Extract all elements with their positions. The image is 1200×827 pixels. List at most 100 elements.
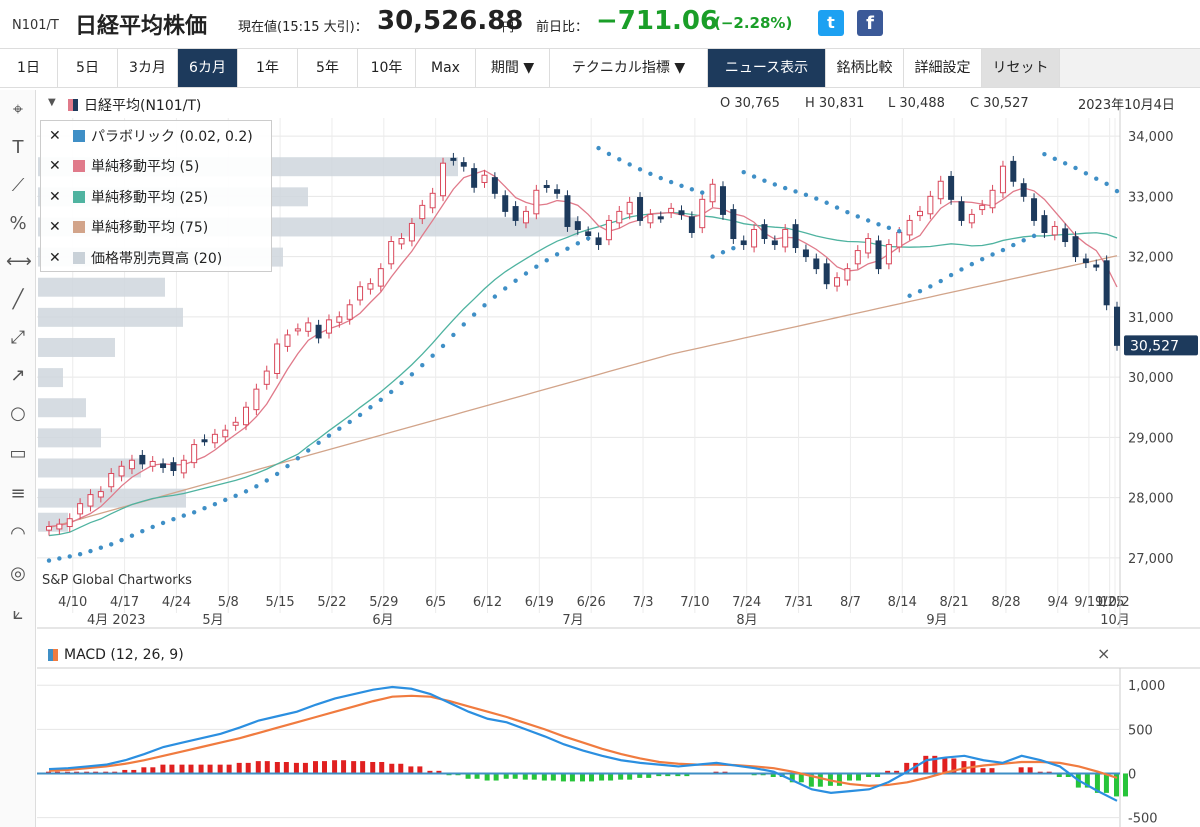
horizontal-line-icon[interactable]: ⟷ [6,251,32,272]
macd-histogram-bar [255,761,261,774]
candle-body [761,224,768,240]
candle-body [740,240,747,246]
range-5y-button[interactable]: 5年 [298,49,358,87]
extended-line-icon[interactable]: ⤢ [10,327,26,348]
macd-histogram-bar [283,762,289,774]
x-tick-label: 6/12 [473,595,502,610]
candle-body [357,286,364,301]
volume-profile-bar [38,337,115,357]
parabolic-dot [295,456,301,461]
change-label: 前日比： [536,20,589,35]
percent-line-icon[interactable]: % [9,213,27,234]
candle-body [160,463,167,468]
x-tick-label: 7/3 [633,595,654,610]
rectangle-icon[interactable]: ▭ [9,443,27,464]
range-5d-button[interactable]: 5日 [58,49,118,87]
line-tool-icon[interactable]: ⟋ [11,175,25,196]
macd-histogram-bar [293,762,299,774]
legend-item-parabolic[interactable]: ✕ パラボリック (0.02, 0.2) [49,128,253,145]
technical-indicators-dropdown[interactable]: テクニカル指標 ▼ [550,49,708,87]
twitter-icon[interactable]: t [818,10,844,36]
parabolic-dot [326,433,332,438]
macd-histogram-bar [817,773,823,787]
candle-body [782,228,789,248]
macd-histogram-bar [675,773,681,777]
range-3m-button[interactable]: 3カ月 [118,49,178,87]
parabolic-dot [772,182,778,187]
candle-body [1093,264,1100,268]
legend-item-sma25[interactable]: ✕ 単純移動平均 (25) [49,189,209,206]
candle-body [865,238,872,254]
parabolic-dot [959,267,964,272]
x-tick-label: 5/29 [369,595,398,610]
parabolic-dot [907,293,912,298]
macd-histogram-bar [302,762,308,774]
news-display-button[interactable]: ニュース表示 [708,49,826,87]
remove-icon[interactable]: ✕ [49,219,61,235]
range-max-button[interactable]: Max [416,49,476,87]
macd-histogram-bar [150,767,156,774]
parabolic-dot [254,484,259,489]
collapse-arrow-icon[interactable]: ▼ [48,97,56,108]
macd-histogram-bar [866,773,872,777]
arc-icon[interactable]: ◠ [10,523,26,544]
candle-body [429,192,436,209]
remove-icon[interactable]: ✕ [49,250,61,266]
sma5-line [48,169,1118,528]
candle-body [1072,236,1079,258]
candle-body [1103,260,1110,306]
close-icon[interactable]: × [1097,644,1111,663]
range-1y-button[interactable]: 1年 [238,49,298,87]
macd-histogram-bar [1114,773,1119,797]
candle-body [325,319,332,334]
trend-line-icon[interactable]: ╱ [12,289,24,310]
parabolic-dot [658,175,663,181]
sma75-line [48,255,1118,529]
parabolic-dot [77,551,83,557]
measure-icon[interactable]: ⟀ [12,603,24,624]
arrow-line-icon[interactable]: ↗ [10,365,26,386]
legend-item-sma75[interactable]: ✕ 単純移動平均 (75) [49,219,209,236]
parabolic-dot [731,245,736,251]
candle-body [927,195,934,215]
facebook-icon[interactable]: f [857,10,883,36]
parabolic-dot [212,501,218,507]
macd-histogram-bar [541,773,547,781]
macd-histogram-bar [188,764,194,774]
parabolic-dot [482,303,487,308]
reset-button[interactable]: リセット [982,49,1060,87]
parabolic-dot [1021,238,1026,243]
parabolic-dot [689,187,695,192]
x-tick-label: 5/8 [218,595,239,610]
macd-histogram-bar [264,761,270,774]
target-icon[interactable]: ◎ [10,563,26,584]
legend-item-sma5[interactable]: ✕ 単純移動平均 (5) [49,158,200,175]
parabolic-dot [109,542,114,547]
text-tool-icon[interactable]: T [12,137,24,158]
macd-histogram-bar [408,766,414,774]
period-dropdown[interactable]: 期間 ▼ [476,49,550,87]
remove-icon[interactable]: ✕ [49,128,61,144]
macd-histogram-bar [808,773,814,787]
remove-icon[interactable]: ✕ [49,189,61,205]
parabolic-dot [782,185,788,191]
candle-body [201,439,208,443]
range-1d-button[interactable]: 1日 [0,49,58,87]
crosshair-icon[interactable]: ⌖ [12,99,24,120]
candle-body [854,250,861,265]
legend-item-volume-profile[interactable]: ✕ 価格帯別売買高 (20) [49,250,223,267]
settings-button[interactable]: 詳細設定 [904,49,982,87]
compare-button[interactable]: 銘柄比較 [826,49,904,87]
macd-histogram-bar [847,773,852,781]
range-10y-button[interactable]: 10年 [358,49,416,87]
circle-icon[interactable]: ○ [10,403,26,424]
macd-chart[interactable]: 1,000 500 0 -500 [37,638,1200,827]
range-6m-button[interactable]: 6カ月 [178,49,238,87]
parabolic-dot [119,537,124,543]
remove-icon[interactable]: ✕ [49,158,61,174]
fibonacci-lines-icon[interactable]: ≡ [10,483,26,504]
macd-histogram-bar [522,773,528,780]
macd-histogram-bar [1094,773,1100,793]
candle-body [367,283,374,290]
volume-profile-bar [38,277,165,297]
